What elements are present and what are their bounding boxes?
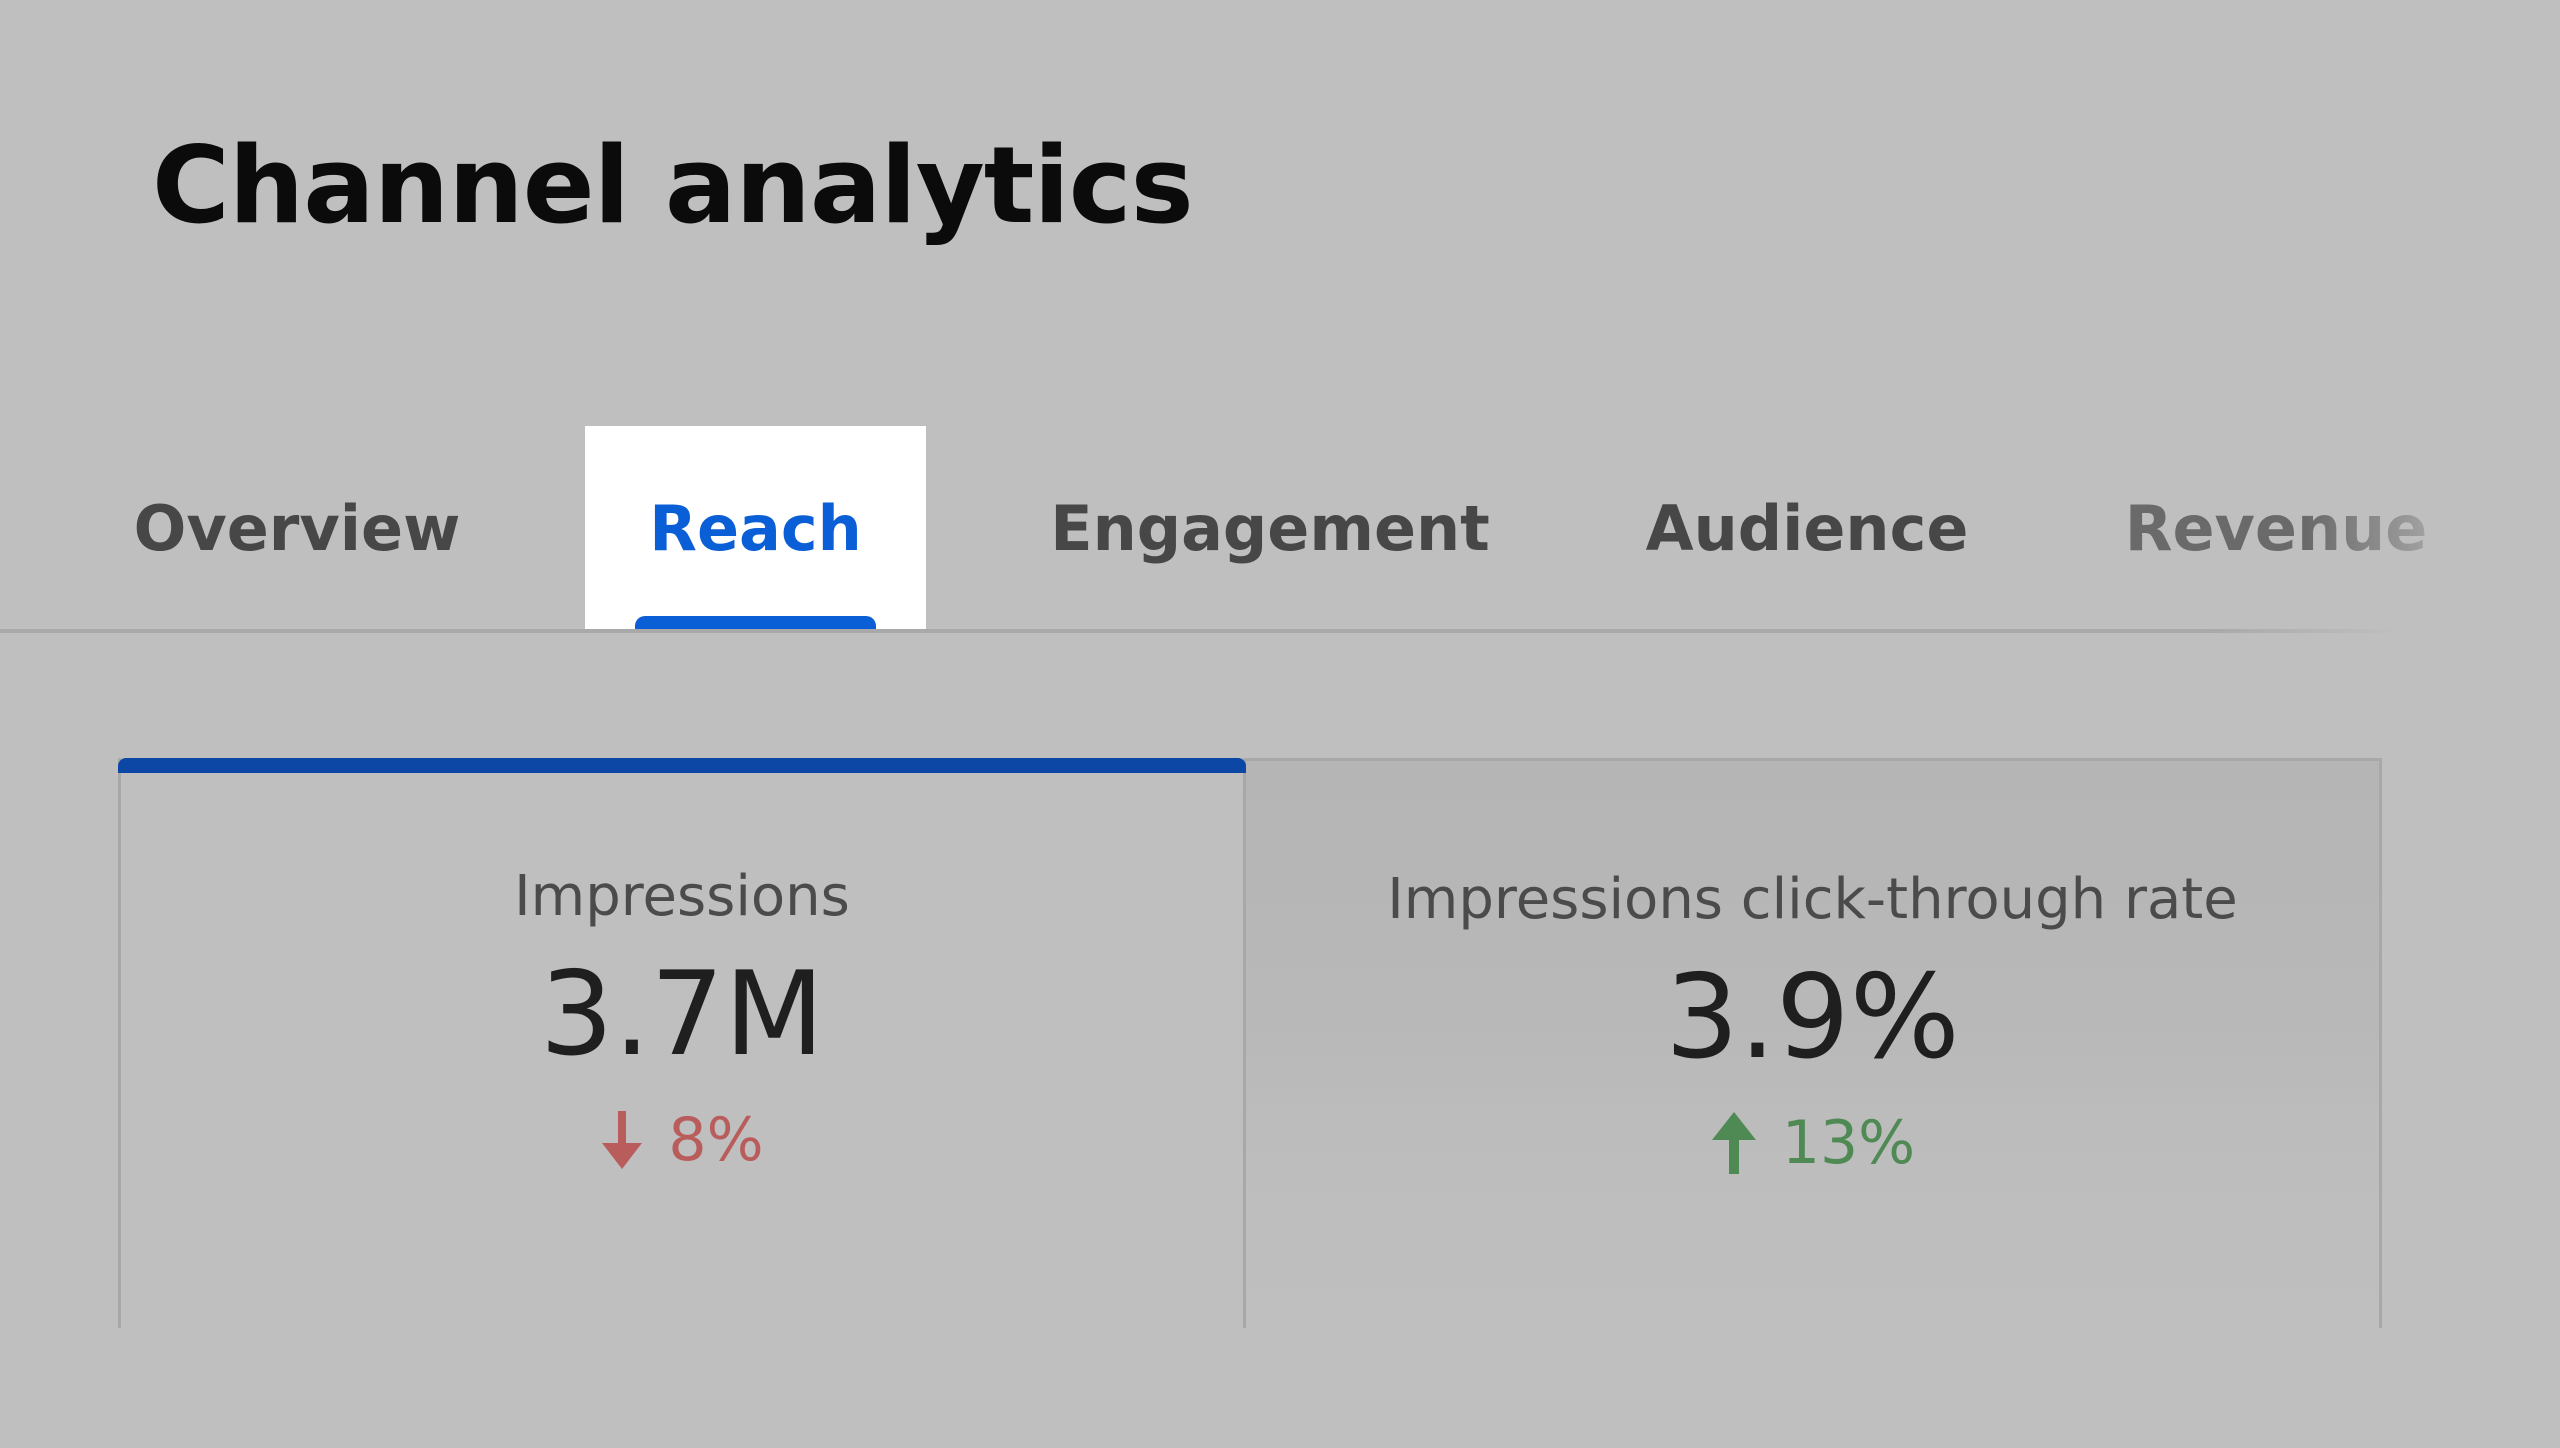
metric-card-ctr[interactable]: Impressions click-through rate 3.9% 13% <box>1246 758 2382 1328</box>
metric-card-impressions[interactable]: Impressions 3.7M 8% <box>118 758 1246 1328</box>
arrow-down-icon <box>600 1110 644 1169</box>
metric-label: Impressions <box>514 864 850 929</box>
tab-bar: Overview Reach Engagement Audience Reven… <box>0 426 2427 633</box>
arrow-up-icon <box>1710 1111 1758 1174</box>
active-tab-indicator <box>635 616 876 630</box>
tab-overview[interactable]: Overview <box>134 426 461 630</box>
metric-value: 3.7M <box>539 947 825 1082</box>
metric-label: Impressions click-through rate <box>1387 867 2238 932</box>
tab-label: Reach <box>649 491 862 565</box>
selected-card-indicator <box>118 758 1246 773</box>
tab-engagement[interactable]: Engagement <box>1050 426 1490 630</box>
metric-cards: Impressions 3.7M 8% Impressions click-th… <box>118 758 2382 1328</box>
metric-change-value: 13% <box>1781 1107 1916 1178</box>
metric-change: 13% <box>1710 1108 1915 1178</box>
tab-label: Audience <box>1645 491 1969 565</box>
tab-revenue[interactable]: Revenue <box>2125 426 2428 630</box>
tab-label: Revenue <box>2124 491 2428 565</box>
tab-label: Engagement <box>1050 491 1490 565</box>
tab-divider <box>0 629 2400 633</box>
metric-change: 8% <box>600 1104 764 1175</box>
tab-reach[interactable]: Reach <box>585 426 926 630</box>
metric-change-value: 8% <box>668 1104 764 1175</box>
tab-label: Overview <box>133 491 461 565</box>
metric-value: 3.9% <box>1665 950 1960 1085</box>
tab-audience[interactable]: Audience <box>1646 426 1969 630</box>
page-title: Channel analytics <box>152 124 1194 247</box>
